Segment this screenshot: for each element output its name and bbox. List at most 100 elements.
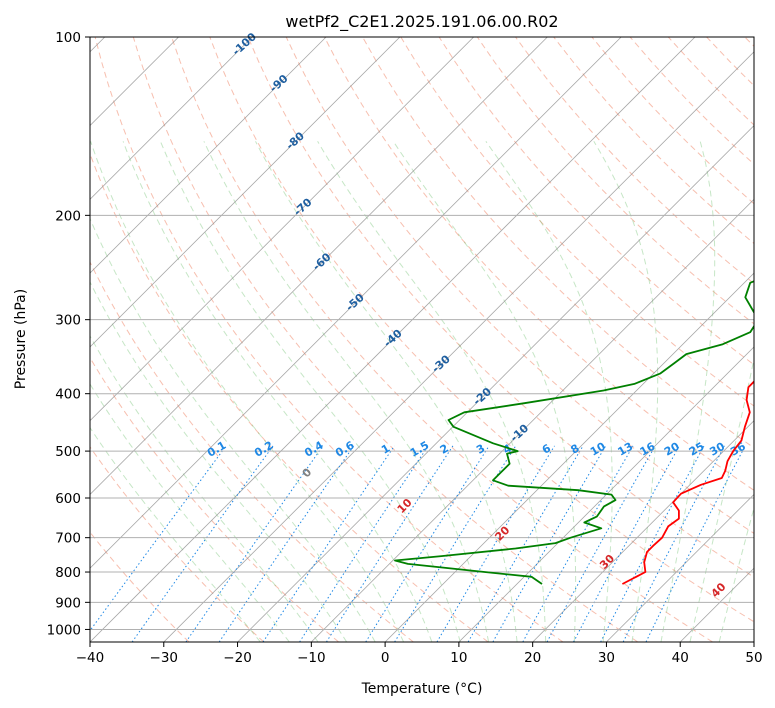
dewpoint-profile	[394, 280, 754, 585]
mixing-ratio-label: 13	[615, 440, 635, 459]
y-axis-label: Pressure (hPa)	[13, 289, 29, 389]
temperature-profile	[621, 380, 754, 585]
mixing-ratio-line	[645, 445, 746, 642]
dry-adiabat	[171, 37, 713, 642]
y-tick-label: 1000	[47, 622, 81, 638]
mixing-ratio-line	[573, 445, 680, 642]
moist-adiabat	[90, 335, 319, 642]
dry-adiabat	[591, 37, 754, 205]
mixing-ratio-line	[185, 445, 324, 642]
mixing-ratio-label: 0.1	[205, 439, 228, 460]
y-tick-label: 800	[55, 565, 81, 581]
y-axis-ticks: 1000 900 800 700 600 500 400 300 200 100	[47, 30, 90, 638]
mixing-ratio-line	[131, 445, 274, 642]
moist-adiabat	[90, 217, 376, 642]
isotherm	[90, 37, 327, 274]
x-tick-label: 0	[381, 650, 390, 666]
background-lines	[90, 37, 754, 642]
mixing-ratio-line	[325, 445, 454, 642]
moist-adiabat	[718, 505, 754, 642]
dry-adiabat	[90, 260, 414, 642]
isotherm	[532, 420, 754, 642]
dry-adiabat	[706, 37, 754, 87]
moist-adiabat	[159, 141, 461, 642]
isotherm	[163, 51, 754, 642]
plot-frame	[89, 36, 755, 643]
isotherm	[90, 37, 253, 200]
mixing-ratio-line	[299, 445, 429, 642]
y-tick-label: 100	[55, 30, 81, 46]
moist-adiabat	[392, 141, 577, 642]
dry-adiabat-label: 30	[597, 552, 617, 572]
isotherm-label: -100	[230, 30, 259, 58]
dry-adiabat	[323, 37, 754, 491]
dry-adiabat	[476, 37, 754, 325]
dry-adiabat	[90, 446, 265, 642]
x-axis-ticks: −40 −30 −20 −10 0 10 20 30 40 50	[76, 642, 763, 666]
dry-adiabat-label: 10	[395, 496, 415, 516]
mixing-ratio-line	[218, 445, 355, 642]
mixing-ratio-label: 1	[379, 442, 392, 457]
mixing-ratio-label: 3	[474, 442, 487, 457]
isotherm	[753, 641, 754, 642]
dry-adiabat	[553, 37, 754, 245]
mixing-ratio-line	[365, 445, 490, 642]
mixing-ratio-line	[546, 445, 656, 642]
mixing-ratio-line	[262, 445, 395, 642]
mixing-ratio-label: 20	[662, 440, 682, 459]
chart-title: wetPf2_C2E1.2025.191.06.00.R02	[285, 12, 558, 32]
mixing-ratio-label: 0.4	[302, 438, 326, 459]
x-tick-label: −20	[223, 650, 252, 666]
dry-adiabat-label: 20	[492, 523, 512, 543]
mixing-ratio-label: 0.2	[252, 439, 275, 460]
mixing-ratio-label: 16	[638, 440, 658, 459]
moist-adiabat	[593, 141, 659, 642]
isotherm	[237, 125, 754, 642]
dry-adiabat	[667, 37, 754, 126]
x-tick-label: 10	[450, 650, 467, 666]
mixing-ratio-line	[436, 445, 555, 642]
x-tick-label: 40	[672, 650, 689, 666]
dry-adiabat	[132, 37, 639, 642]
isotherm	[458, 346, 754, 642]
y-tick-label: 900	[55, 595, 81, 611]
isotherm	[90, 37, 696, 642]
y-tick-label: 500	[55, 444, 81, 460]
mixing-ratio-line	[394, 445, 517, 642]
dry-adiabat	[744, 37, 754, 47]
mixing-ratio-label: 8	[568, 442, 581, 457]
x-tick-label: 30	[598, 650, 615, 666]
mixing-ratio-label: 1.5	[408, 439, 431, 460]
moist-adiabat	[203, 141, 490, 642]
moist-adiabat	[255, 141, 518, 642]
moist-adiabat	[90, 426, 261, 642]
isotherm	[606, 493, 754, 642]
dry-adiabat	[629, 37, 754, 165]
mixing-ratio-line	[90, 445, 227, 632]
moist-adiabat	[90, 141, 405, 642]
dry-adiabat	[515, 37, 754, 285]
moist-adiabat	[90, 383, 290, 642]
mixing-ratio-label: 25	[687, 440, 707, 459]
y-tick-label: 200	[55, 208, 81, 224]
sounding-profiles	[394, 280, 754, 585]
mixing-ratio-line	[467, 445, 584, 642]
mixing-ratio-line	[522, 445, 634, 642]
x-tick-label: −10	[297, 650, 326, 666]
isotherm	[384, 272, 754, 642]
mixing-ratio-label: 2	[438, 442, 451, 457]
mixing-ratio-label: 10	[588, 440, 608, 459]
moist-adiabat	[122, 141, 433, 642]
y-tick-label: 300	[55, 313, 81, 329]
moist-adiabat	[689, 356, 754, 642]
mixing-ratio-label: 30	[707, 440, 727, 459]
moist-adiabat	[317, 141, 547, 642]
isotherm	[90, 37, 401, 348]
y-tick-label: 700	[55, 531, 81, 547]
dry-adiabat	[209, 37, 754, 623]
moist-adiabat	[90, 280, 348, 642]
x-tick-label: 50	[745, 650, 762, 666]
isotherm	[90, 37, 622, 569]
isotherm	[679, 567, 754, 642]
